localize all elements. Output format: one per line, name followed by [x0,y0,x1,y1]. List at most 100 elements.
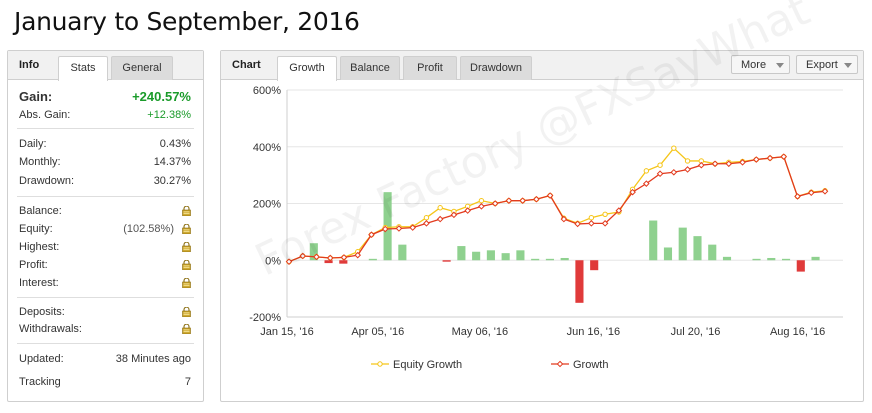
abs-gain-label: Abs. Gain: [19,109,71,121]
equity-growth-point [423,214,430,221]
divider [17,196,194,197]
bar [708,244,717,261]
x-tick-label: Jul 20, '16 [671,326,721,338]
tab-balance[interactable]: Balance [340,56,400,80]
y-tick-label: 400% [253,142,281,154]
tab-stats[interactable]: Stats [58,56,108,81]
bar [796,260,805,272]
bar [767,257,776,261]
equity-growth-point [643,168,650,174]
bar [781,258,791,261]
bar [486,250,495,261]
export-dropdown[interactable]: Export [796,55,858,74]
x-tick-label: Aug 16, '16 [770,326,825,338]
daily-value: 0.43% [159,138,191,150]
equity-label: Equity: [19,223,53,235]
growth-point [780,153,788,160]
equity-growth-point [602,211,608,217]
growth-point [546,192,554,199]
gain-row: Gain: +240.57% [19,89,191,104]
x-tick-label: Apr 05, '16 [351,326,404,338]
bar [472,251,481,261]
growth-point [725,160,733,168]
drawdown-value: 30.27% [153,175,191,187]
growth-point [450,211,458,219]
bar [811,256,820,261]
lock-icon[interactable] [182,307,191,317]
profit-row: Profit: [19,258,191,273]
lock-icon[interactable] [182,242,191,252]
bar [575,260,584,303]
tab-profit[interactable]: Profit [403,56,457,80]
growth-point [821,187,829,195]
bar [324,260,333,264]
x-tick-label: Jun 16, '16 [567,326,620,338]
bar [339,260,348,264]
withdrawals-row: Withdrawals: [19,322,191,337]
growth-point [533,195,540,203]
bar [368,258,377,261]
growth-point [643,180,650,187]
y-tick-label: 0% [265,255,281,267]
bar [590,260,599,271]
updated-label: Updated: [19,353,64,365]
bar [545,258,554,261]
growth-point [478,203,485,210]
y-tick-label: 200% [253,199,281,211]
growth-point [299,252,307,260]
balance-row: Balance: [19,204,191,219]
lock-icon[interactable] [182,324,191,334]
bar [531,258,540,261]
updated-row: Updated: 38 Minutes ago [19,352,191,367]
divider [17,128,194,129]
equity-growth-line [288,147,826,263]
growth-point [698,161,705,169]
bar [516,250,525,261]
growth-point [381,225,389,233]
bar [678,227,687,261]
info-tabbar: Info Stats General [8,51,203,81]
tab-drawdown[interactable]: Drawdown [460,56,532,80]
x-tick-label: May 06, '16 [452,326,509,338]
more-dropdown[interactable]: More [731,55,790,74]
tracking-label: Tracking [19,376,61,388]
gain-value: +240.57% [132,89,191,104]
growth-point [409,224,416,231]
growth-point [807,189,815,197]
bar [398,244,407,261]
info-panel-label: Info [19,59,40,71]
tracking-row: Tracking 7 [19,375,191,390]
legend-growth-label: Growth [573,359,608,371]
monthly-row: Monthly: 14.37% [19,155,191,170]
y-tick-label: -200% [249,312,281,324]
growth-point [436,215,444,223]
legend-equity-label: Equity Growth [393,359,462,371]
growth-point [285,258,293,265]
gain-label: Gain: [19,89,53,104]
y-tick-label: 600% [253,85,281,97]
equity-growth-point [478,197,485,204]
chart-tabbar: Chart Growth Balance Profit Drawdown Mor… [221,51,863,81]
equity-value: (102.58%) [123,223,174,235]
growth-point [615,207,623,214]
chart-panel: Chart Growth Balance Profit Drawdown Mor… [220,50,864,402]
growth-point [326,254,334,262]
growth-point [423,220,430,227]
tab-general[interactable]: General [111,56,173,80]
bar [501,253,510,261]
tab-growth[interactable]: Growth [277,56,337,81]
legend-equity-marker [377,361,383,367]
growth-point [629,188,636,196]
info-panel: Info Stats General Gain: +240.57% Abs. G… [7,50,204,402]
lock-icon[interactable] [182,206,191,216]
growth-point [313,253,320,261]
withdrawals-label: Withdrawals: [19,323,82,335]
tracking-value[interactable]: 7 [184,376,191,388]
lock-icon[interactable] [182,260,191,270]
bar [752,258,761,261]
lock-icon[interactable] [182,224,191,234]
divider [17,297,194,298]
lock-icon[interactable] [182,278,191,288]
chevron-down-icon [776,63,784,68]
growth-point [560,215,568,223]
